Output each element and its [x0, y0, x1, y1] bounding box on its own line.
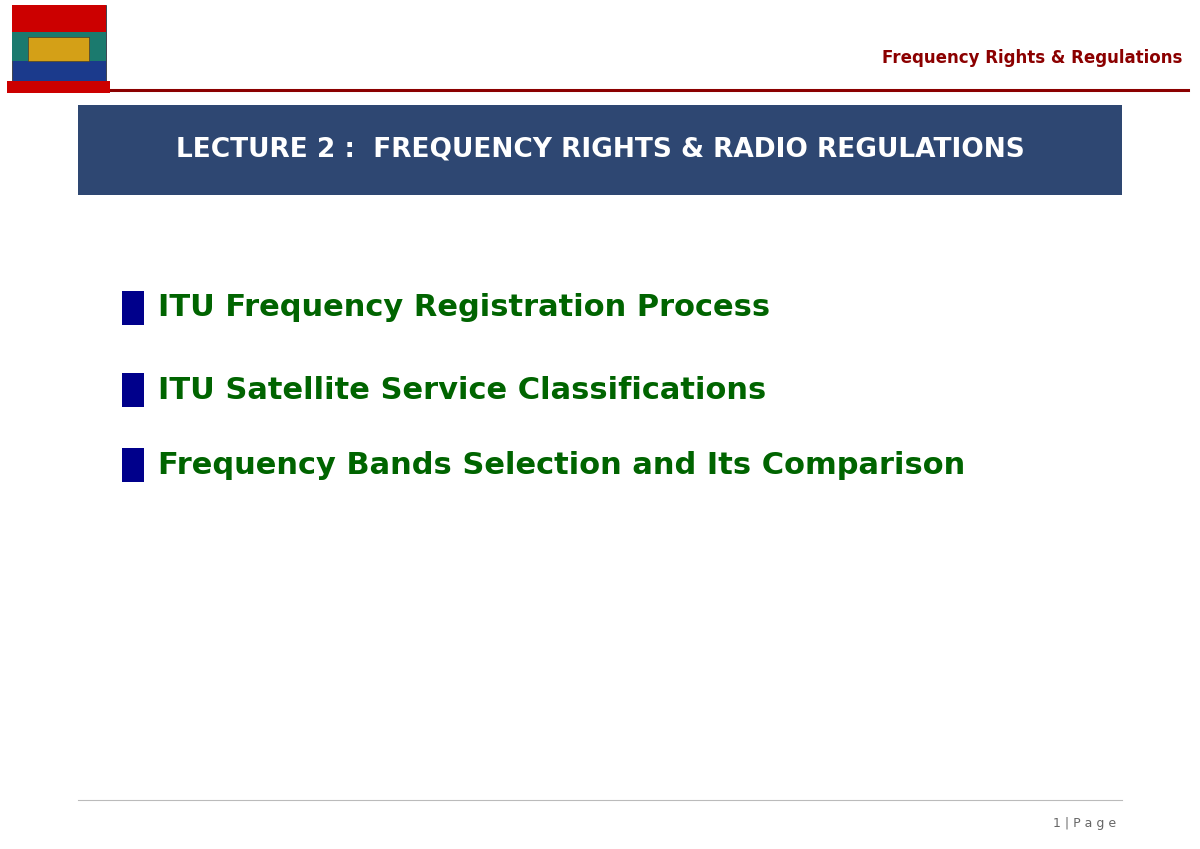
FancyBboxPatch shape [7, 82, 110, 93]
Text: 1 | P a g e: 1 | P a g e [1052, 817, 1116, 829]
FancyBboxPatch shape [12, 31, 106, 60]
FancyBboxPatch shape [122, 291, 144, 325]
Text: LECTURE 2 :  FREQUENCY RIGHTS & RADIO REGULATIONS: LECTURE 2 : FREQUENCY RIGHTS & RADIO REG… [175, 137, 1025, 163]
Text: ITU Satellite Service Classifications: ITU Satellite Service Classifications [158, 375, 767, 404]
Text: Frequency Bands Selection and Its Comparison: Frequency Bands Selection and Its Compar… [158, 451, 966, 480]
FancyBboxPatch shape [78, 105, 1122, 195]
FancyBboxPatch shape [12, 5, 106, 31]
FancyBboxPatch shape [122, 373, 144, 407]
FancyBboxPatch shape [29, 37, 89, 60]
FancyBboxPatch shape [122, 448, 144, 482]
FancyBboxPatch shape [12, 5, 106, 88]
Text: Frequency Rights & Regulations: Frequency Rights & Regulations [882, 49, 1182, 67]
Text: ITU Frequency Registration Process: ITU Frequency Registration Process [158, 294, 770, 323]
FancyBboxPatch shape [29, 37, 89, 60]
